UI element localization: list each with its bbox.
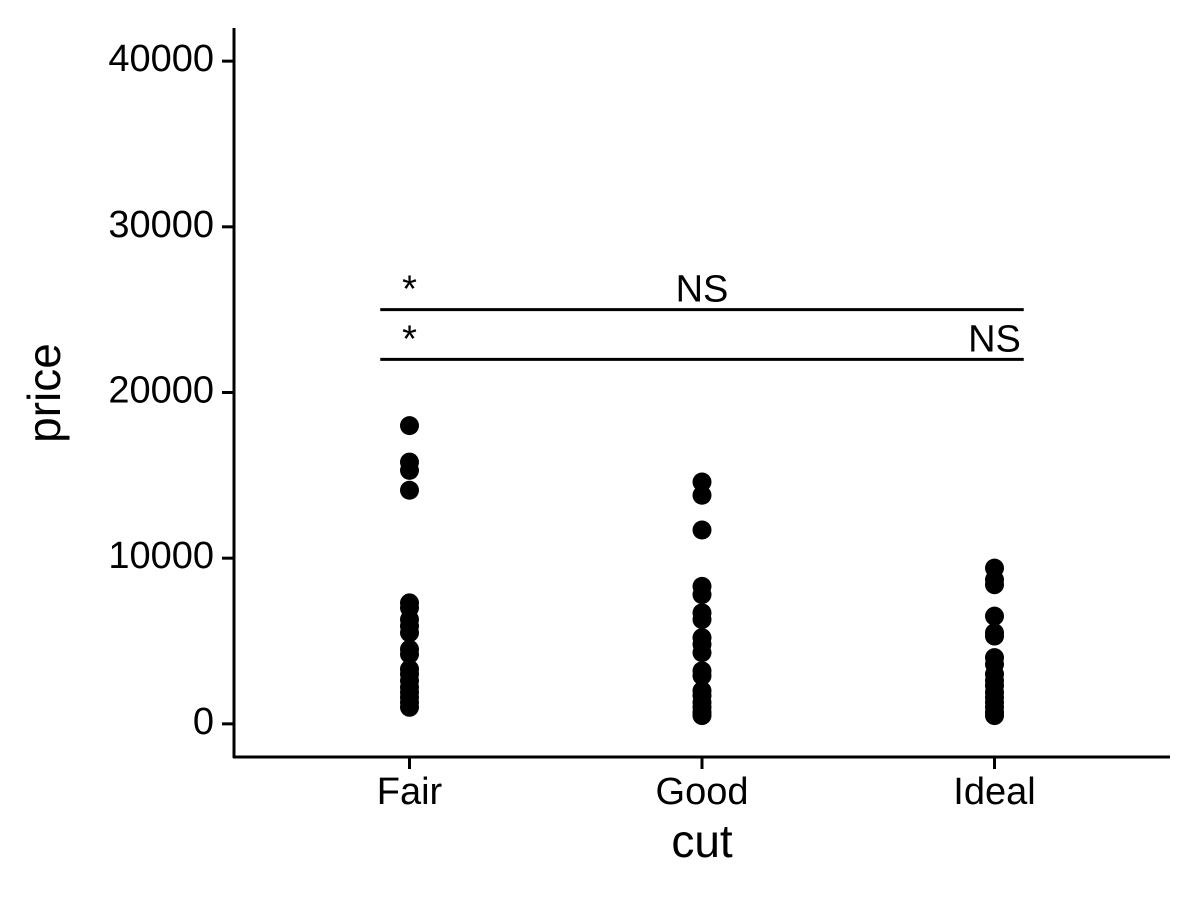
bracket-label: NS (968, 318, 1021, 360)
point (692, 643, 712, 663)
point (692, 585, 712, 605)
point (985, 626, 1004, 646)
point (985, 706, 1004, 726)
y-tick-label: 0 (193, 701, 214, 743)
point (985, 606, 1004, 626)
x-tick-label: Good (656, 771, 749, 813)
x-axis-title: cut (671, 815, 733, 867)
y-axis-title: price (18, 343, 70, 443)
x-tick-label: Ideal (953, 771, 1035, 813)
bracket-label: NS (676, 269, 729, 311)
point (692, 609, 712, 629)
bracket-label: * (402, 269, 417, 311)
point (400, 697, 419, 717)
bracket-label: * (402, 318, 417, 360)
y-tick-label: 20000 (108, 370, 214, 412)
point (692, 485, 712, 505)
point (985, 575, 1004, 595)
point (692, 520, 712, 540)
point (400, 644, 419, 664)
point (400, 460, 419, 480)
x-tick-label: Fair (377, 771, 443, 813)
point (400, 480, 419, 500)
y-tick-label: 10000 (108, 535, 214, 577)
y-tick-label: 40000 (108, 38, 214, 80)
y-tick-label: 30000 (108, 204, 214, 246)
point (692, 666, 712, 686)
point (400, 416, 419, 436)
point (400, 623, 419, 643)
point (692, 706, 712, 726)
point (692, 472, 712, 492)
